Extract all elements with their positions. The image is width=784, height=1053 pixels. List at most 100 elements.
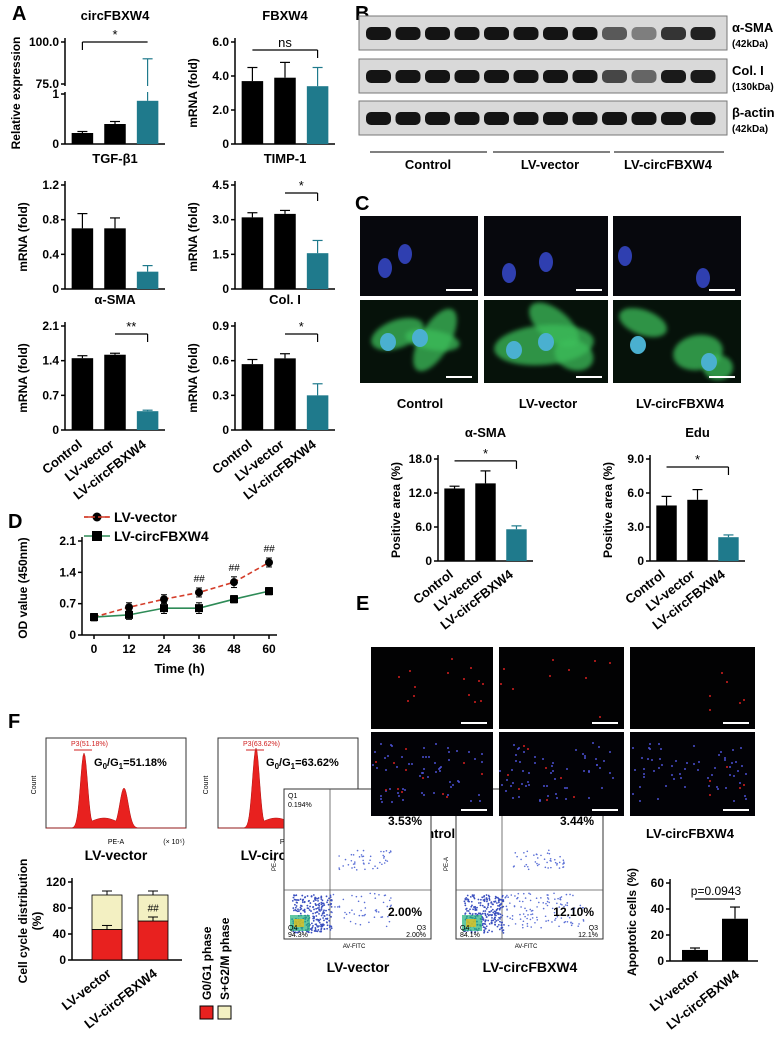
event-dot bbox=[482, 910, 485, 913]
event-dot bbox=[492, 911, 495, 914]
event-dot bbox=[473, 894, 475, 897]
cell-dot bbox=[386, 755, 389, 758]
event-dot bbox=[487, 919, 490, 922]
event-dot bbox=[563, 921, 566, 924]
cell-dot bbox=[523, 750, 526, 753]
event-dot bbox=[314, 903, 317, 906]
edu-image bbox=[630, 647, 755, 729]
event-dot bbox=[360, 909, 362, 912]
cell-dot bbox=[435, 771, 438, 774]
group-label: LV-circFBXW4 bbox=[624, 157, 713, 172]
cell-dot bbox=[554, 778, 557, 781]
event-dot bbox=[315, 918, 318, 921]
cell-dot bbox=[384, 768, 387, 771]
event-dot bbox=[482, 918, 485, 921]
cell-dot bbox=[647, 747, 650, 750]
event-dot bbox=[317, 897, 320, 899]
blot-band bbox=[454, 112, 480, 125]
cell-dot bbox=[526, 781, 529, 783]
cell-dot bbox=[456, 780, 459, 783]
event-dot bbox=[498, 905, 501, 907]
event-dot bbox=[301, 899, 304, 902]
p-value: p=0.0943 bbox=[691, 884, 742, 898]
y-axis-label: mRNA (fold) bbox=[16, 202, 30, 272]
event-dot bbox=[486, 900, 488, 903]
scale-bar bbox=[446, 375, 472, 378]
chart-title: TGF-β1 bbox=[92, 151, 138, 166]
event-dot bbox=[525, 909, 528, 912]
event-dot bbox=[467, 900, 470, 903]
event-dot bbox=[536, 864, 539, 867]
cell-dot bbox=[743, 794, 746, 797]
event-dot bbox=[470, 931, 473, 934]
event-dot bbox=[312, 915, 315, 918]
y-axis-label: PE-A bbox=[272, 857, 278, 871]
cell-body bbox=[615, 302, 671, 343]
cell-dot bbox=[696, 768, 699, 771]
cell-dot bbox=[438, 768, 441, 771]
cell-dot bbox=[548, 674, 551, 677]
event-dot bbox=[469, 908, 471, 911]
event-dot bbox=[538, 901, 540, 904]
cell-dot bbox=[588, 796, 591, 799]
cell-dot bbox=[434, 743, 437, 746]
event-dot bbox=[318, 902, 321, 905]
event-dot bbox=[389, 850, 392, 852]
event-dot bbox=[483, 900, 486, 903]
event-dot bbox=[296, 931, 299, 934]
event-dot bbox=[566, 902, 569, 904]
event-dot bbox=[542, 907, 545, 910]
hoechst-edu-merge-image bbox=[371, 732, 493, 816]
event-dot bbox=[292, 930, 295, 933]
event-dot bbox=[546, 904, 549, 907]
event-dot bbox=[501, 914, 504, 917]
event-dot bbox=[318, 904, 321, 907]
cell-dot bbox=[502, 667, 505, 670]
event-dot bbox=[323, 914, 326, 917]
cell-dot bbox=[463, 762, 466, 765]
significance-mark: * bbox=[112, 27, 117, 42]
blot-band bbox=[661, 112, 686, 125]
event-dot bbox=[526, 865, 529, 868]
cell-dot bbox=[448, 751, 451, 754]
cell-dot bbox=[398, 676, 400, 679]
blot-band bbox=[631, 112, 657, 125]
quadrant-label: Q4 bbox=[288, 925, 297, 932]
event-dot bbox=[329, 896, 332, 898]
event-dot bbox=[581, 909, 583, 912]
event-dot bbox=[558, 906, 561, 908]
cell-dot bbox=[634, 768, 637, 771]
y-tick-label: 40 bbox=[651, 902, 665, 916]
cell-dot bbox=[744, 798, 747, 801]
y-tick-label: 0 bbox=[425, 554, 432, 568]
event-dot bbox=[329, 928, 332, 931]
cell-dot bbox=[470, 666, 473, 669]
legend-swatch bbox=[199, 1005, 214, 1020]
event-dot bbox=[383, 857, 385, 859]
legend-label: LV-circFBXW4 bbox=[114, 528, 209, 544]
event-dot bbox=[312, 894, 315, 896]
event-dot bbox=[342, 865, 344, 867]
cell-dot bbox=[631, 747, 634, 750]
cell-dot bbox=[716, 785, 719, 788]
bar bbox=[274, 213, 296, 289]
event-dot bbox=[545, 920, 547, 922]
event-dot bbox=[544, 866, 547, 869]
event-dot bbox=[546, 861, 548, 864]
y-axis-label: Positive area (%) bbox=[601, 462, 615, 558]
scale-bar bbox=[709, 375, 735, 378]
event-dot bbox=[501, 929, 504, 932]
cell-dot bbox=[544, 766, 547, 769]
blot-band bbox=[631, 70, 657, 83]
nucleus bbox=[701, 353, 717, 371]
event-dot bbox=[475, 909, 478, 911]
event-dot bbox=[524, 907, 526, 910]
cell-dot bbox=[658, 766, 660, 769]
event-dot bbox=[377, 911, 380, 913]
cell-dot bbox=[449, 780, 452, 783]
event-dot bbox=[494, 923, 496, 926]
event-dot bbox=[320, 928, 323, 931]
event-dot bbox=[385, 925, 388, 928]
y-tick-label: 0.3 bbox=[212, 388, 229, 402]
blot-band bbox=[661, 27, 686, 40]
